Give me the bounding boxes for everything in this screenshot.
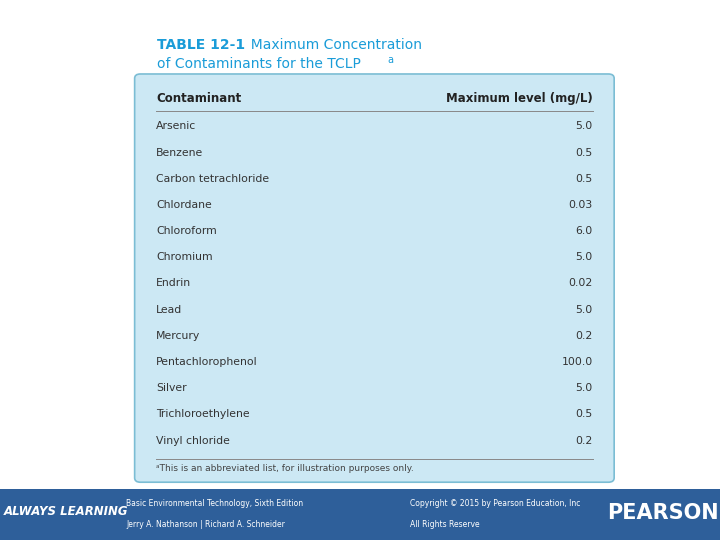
Text: a: a bbox=[387, 55, 393, 65]
Text: 0.2: 0.2 bbox=[575, 436, 593, 446]
Text: 5.0: 5.0 bbox=[575, 305, 593, 315]
Text: 0.5: 0.5 bbox=[575, 409, 593, 420]
Text: PEARSON: PEARSON bbox=[607, 503, 719, 523]
Text: Contaminant: Contaminant bbox=[156, 92, 241, 105]
Text: 0.5: 0.5 bbox=[575, 147, 593, 158]
Text: 0.03: 0.03 bbox=[568, 200, 593, 210]
Text: Maximum level (mg/L): Maximum level (mg/L) bbox=[446, 92, 593, 105]
FancyBboxPatch shape bbox=[135, 74, 614, 482]
Text: 5.0: 5.0 bbox=[575, 383, 593, 393]
Text: of Contaminants for the TCLP: of Contaminants for the TCLP bbox=[157, 57, 361, 71]
Text: Arsenic: Arsenic bbox=[156, 122, 197, 131]
Text: Mercury: Mercury bbox=[156, 331, 200, 341]
Text: Endrin: Endrin bbox=[156, 279, 192, 288]
Text: 0.02: 0.02 bbox=[568, 279, 593, 288]
Text: Benzene: Benzene bbox=[156, 147, 204, 158]
Text: ALWAYS LEARNING: ALWAYS LEARNING bbox=[4, 505, 128, 518]
Text: Maximum Concentration: Maximum Concentration bbox=[242, 38, 422, 52]
Text: Vinyl chloride: Vinyl chloride bbox=[156, 436, 230, 446]
Text: Chlordane: Chlordane bbox=[156, 200, 212, 210]
Text: Lead: Lead bbox=[156, 305, 182, 315]
Text: 100.0: 100.0 bbox=[562, 357, 593, 367]
Text: 5.0: 5.0 bbox=[575, 252, 593, 262]
Text: 6.0: 6.0 bbox=[575, 226, 593, 236]
Text: Silver: Silver bbox=[156, 383, 187, 393]
Text: Copyright © 2015 by Pearson Education, Inc: Copyright © 2015 by Pearson Education, I… bbox=[410, 498, 581, 508]
Text: Basic Environmental Technology, Sixth Edition: Basic Environmental Technology, Sixth Ed… bbox=[126, 498, 303, 508]
Text: 0.5: 0.5 bbox=[575, 174, 593, 184]
Bar bbox=[0, 489, 720, 540]
Text: 0.2: 0.2 bbox=[575, 331, 593, 341]
Text: All Rights Reserve: All Rights Reserve bbox=[410, 520, 480, 529]
Text: Trichloroethylene: Trichloroethylene bbox=[156, 409, 250, 420]
Text: Chromium: Chromium bbox=[156, 252, 213, 262]
Text: ᵃThis is an abbreviated list, for illustration purposes only.: ᵃThis is an abbreviated list, for illust… bbox=[156, 464, 414, 472]
Text: Pentachlorophenol: Pentachlorophenol bbox=[156, 357, 258, 367]
Text: 5.0: 5.0 bbox=[575, 122, 593, 131]
Text: TABLE 12-1: TABLE 12-1 bbox=[157, 38, 245, 52]
Text: Chloroform: Chloroform bbox=[156, 226, 217, 236]
Text: Carbon tetrachloride: Carbon tetrachloride bbox=[156, 174, 269, 184]
Text: Jerry A. Nathanson | Richard A. Schneider: Jerry A. Nathanson | Richard A. Schneide… bbox=[126, 520, 285, 529]
